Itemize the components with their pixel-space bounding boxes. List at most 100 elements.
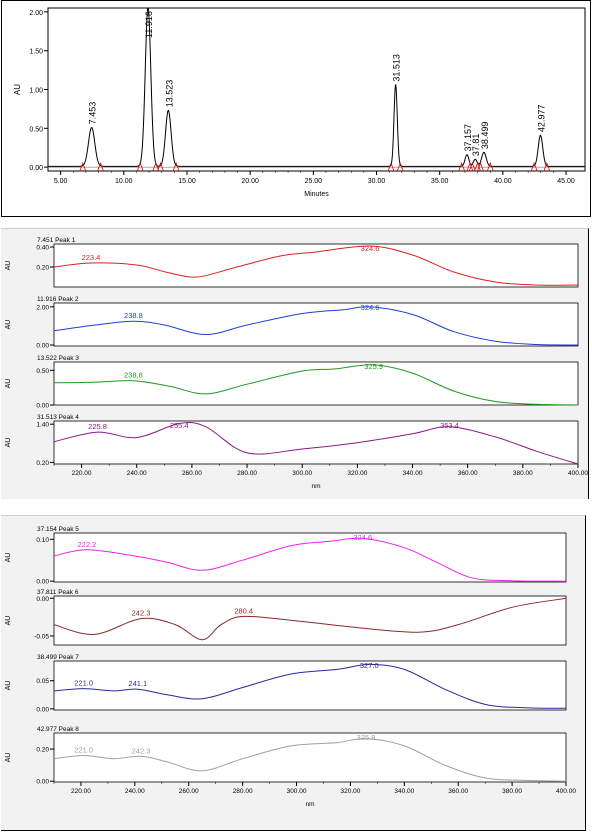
y-tick-label: 0.00 [36,779,49,786]
y-axis-label: AU [5,379,12,389]
y-tick-label: 1.00 [29,88,43,95]
x-tick-label: 30.00 [368,178,386,185]
x-axis-label: nm [311,483,320,490]
y-tick-label: 0.20 [36,747,49,754]
plot-frame [47,7,586,172]
spectrum-annotation: 238.8 [124,311,143,320]
spectrum-annotation: 225.8 [88,422,107,431]
x-tick-label: 220.00 [71,788,91,795]
y-tick-label: 0.00 [36,706,49,713]
spectrum-frame [53,532,567,583]
spectrum-title: 31.513 Peak 4 [37,414,79,421]
chromatogram-panel: 0.00 0.50 1.00 1.50 2.00 5.00 10.00 15.00 20.00 2… [1,0,591,217]
spectrum-annotation: 241.1 [128,679,147,688]
spectrum-annotation: 353.4 [440,421,459,430]
x-tick-label: 360.00 [458,470,478,477]
peak-label: 38.499 [480,122,490,150]
peak-start-marker [530,161,538,172]
x-tick-label: 340.00 [403,470,423,477]
spectrum-frame [53,595,567,646]
spectrum-frame [53,420,579,465]
spectrum-frame [53,361,579,406]
uv-spectra-peaks-5-8: 37.154 Peak 5 AU 0.00 0.10 222.2 324.6 37.811 … [5,526,576,808]
peak-label: 42.977 [536,105,546,133]
x-tick-label: 10.00 [115,178,133,185]
x-tick-label: 35.00 [431,178,449,185]
spectrum-line [53,537,567,582]
peak-label: 13.523 [164,80,174,108]
spectrum-title: 11.916 Peak 2 [37,296,79,303]
y-tick-label: 1.40 [36,422,49,429]
y-axis-label: AU [5,320,12,330]
peak-end-marker [543,161,551,172]
y-tick-label: 0.10 [36,537,49,544]
spectrum-title: 38.499 Peak 7 [37,654,79,661]
x-tick-label: 220.00 [72,470,92,477]
y-axis-label: AU [5,553,12,563]
spectrum-title: 37.811 Peak 6 [37,589,79,596]
spectrum-frame [53,302,579,347]
uv-spectra-peaks-1-4: 7.451 Peak 1 AU 0.20 0.40 223.4 324.6 11.916 P… [5,237,588,490]
y-tick-label: 0.50 [29,126,43,133]
y-tick-label: 0.20 [36,265,49,272]
spectrum-annotation: 222.2 [77,540,96,549]
peak-end-marker [396,161,404,172]
spectrum-line [53,306,579,346]
peak-end-marker [486,161,494,172]
chromatogram-chart: 0.00 0.50 1.00 1.50 2.00 5.00 10.00 15.00 20.00 2… [13,7,586,198]
spectrum-annotation: 223.4 [82,253,101,262]
y-tick-label: 0.20 [36,460,49,467]
spectrum-line [53,663,567,709]
x-tick-label: 45.00 [557,178,575,185]
y-axis-label: AU [5,261,12,271]
x-tick-label: 25.00 [305,178,323,185]
x-tick-label: 300.00 [292,470,312,477]
x-tick-label: 240.00 [127,470,147,477]
spectrum-annotation: 325.8 [357,733,376,742]
x-tick-label: 380.00 [502,788,522,795]
y-tick-label: 0.50 [36,368,49,375]
peak-start-marker [474,161,481,172]
y-axis-label: AU [5,681,12,691]
spectra-panel-upper: 7.451 Peak 1 AU 0.20 0.40 223.4 324.6 11.916 P… [1,228,589,499]
peak-start-marker [136,161,144,172]
y-tick-label: -0.05 [34,633,49,640]
peak-label: 7.453 [88,102,98,125]
y-tick-label: 0.00 [36,403,49,410]
x-axis-label: Minutes [304,191,329,198]
spectrum-annotation: 242.3 [132,609,151,618]
y-axis-label: AU [5,753,12,763]
x-tick-label: 280.00 [233,788,253,795]
peak-end-marker [468,161,476,172]
y-tick-label: 0.40 [36,245,49,252]
peak-label: 37.81 [471,134,481,157]
x-tick-label: 5.00 [54,178,68,185]
spectrum-line [53,597,567,641]
peak-end-marker [172,161,180,172]
y-tick-label: 0.05 [36,678,49,685]
x-tick-label: 380.00 [513,470,533,477]
spectrum-annotation: 324.6 [353,533,372,542]
x-tick-label: 20.00 [241,178,259,185]
peak-end-marker [152,161,160,172]
peak-label: 11.916 [144,11,154,38]
y-tick-label: 0.00 [36,579,49,586]
spectrum-line [53,738,567,782]
y-axis-label: AU [5,616,12,626]
x-tick-label: 340.00 [394,788,414,795]
spectrum-line [53,245,579,286]
y-tick-label: 0.00 [29,165,43,172]
x-tick-label: 15.00 [178,178,196,185]
peak-end-marker [97,161,104,172]
spectrum-title: 42.977 Peak 8 [37,726,79,733]
y-tick-label: 2.00 [36,304,49,311]
peak-start-marker [387,161,395,172]
peak-label: 37.157 [463,124,473,152]
x-tick-label: 360.00 [448,788,468,795]
y-axis-label: AU [5,438,12,448]
y-tick-label: 1.50 [29,49,43,56]
x-tick-label: 240.00 [125,788,145,795]
spectrum-line [53,421,579,465]
spectrum-annotation: 242.3 [132,746,151,755]
x-tick-label: 400.00 [556,788,576,795]
